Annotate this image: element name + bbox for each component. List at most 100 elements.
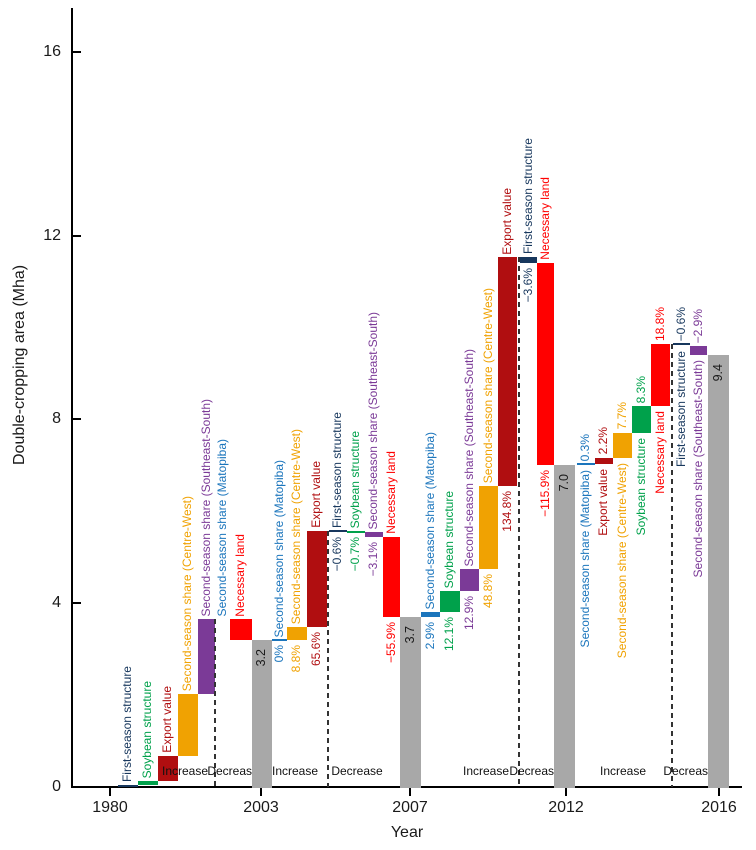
bar-centre_west: [287, 627, 307, 640]
zone-label-increase: Increase: [462, 764, 510, 778]
pct-label-soybean: 8.3%: [633, 375, 648, 404]
pct-label-southeast_south: −3.1%: [366, 542, 380, 577]
bar-export: [595, 457, 613, 465]
x-tick: [718, 787, 720, 796]
bar-necessary_land: [383, 537, 400, 617]
factor-label-matopiba: Second-season share (Matopiba): [578, 470, 592, 648]
total-bar-2003: [252, 639, 272, 788]
factor-label-first_season: First-season structure: [673, 350, 688, 467]
bar-necessary_land: [537, 263, 554, 466]
factor-label-export: Export value: [160, 686, 174, 753]
factor-label-soybean: Soybean structure: [442, 490, 456, 589]
zone-label-decrease: Decrease: [663, 764, 715, 778]
zone-divider: [518, 257, 520, 787]
factor-label-soybean: Soybean structure: [633, 437, 648, 536]
pct-label-export: 134.8%: [499, 491, 514, 532]
zone-label-decrease: Decrease: [509, 764, 561, 778]
total-value-2003: 3.2: [254, 648, 268, 667]
pct-label-centre_west: 7.7%: [614, 402, 629, 430]
x-tick-label: 2016: [701, 799, 737, 816]
pct-label-soybean: 12.1%: [442, 616, 456, 651]
bar-export: [498, 257, 517, 487]
factor-label-first_season: First-season structure: [120, 665, 134, 782]
bar-first_season: [520, 257, 537, 264]
bar-matopiba: [421, 611, 440, 617]
bar-necessary_land: [230, 619, 252, 640]
bar-matopiba: [272, 638, 287, 641]
y-tick: [73, 602, 81, 605]
pct-label-necessary_land: 18.8%: [652, 307, 667, 342]
pct-label-southeast_south: −2.9%: [690, 308, 705, 343]
factor-label-necessary_land: Necessary land: [652, 411, 667, 494]
bar-export: [158, 755, 178, 782]
bar-southeast_south: [365, 532, 383, 538]
factor-label-southeast_south: Second-season share (Southeast-South): [366, 311, 380, 530]
factor-label-soybean: Soybean structure: [140, 680, 154, 779]
bar-southeast_south: [690, 345, 707, 356]
total-value-2016: 9.4: [710, 364, 725, 382]
pct-label-matopiba: 2.9%: [422, 621, 437, 650]
zone-divider: [214, 619, 216, 787]
bar-centre_west: [613, 432, 632, 458]
y-tick-label: 0: [52, 778, 61, 795]
y-tick: [73, 50, 81, 53]
y-tick: [73, 418, 81, 421]
y-tick-label: 12: [43, 226, 61, 244]
y-tick-label: 4: [52, 594, 61, 612]
total-bar-2016: [708, 355, 729, 788]
zone-divider: [327, 530, 329, 787]
bar-export: [307, 530, 327, 628]
pct-label-matopiba: 0%: [271, 644, 286, 663]
y-axis-title: Double-cropping area (Mha): [11, 264, 28, 465]
factor-label-soybean: Soybean structure: [348, 431, 362, 529]
pct-label-soybean: −0.7%: [348, 537, 362, 572]
total-bar-2012: [554, 465, 575, 788]
factor-label-necessary_land: Necessary land: [537, 177, 552, 261]
bar-soybean: [440, 591, 460, 612]
factor-label-southeast_south: Second-season share (Southeast-South): [461, 348, 476, 567]
factor-label-first_season: First-season structure: [520, 138, 535, 255]
factor-label-necessary_land: Necessary land: [383, 451, 398, 535]
x-axis-title: Year: [390, 824, 424, 841]
bar-soybean: [632, 406, 651, 433]
x-tick: [409, 787, 411, 796]
factor-label-centre_west: Second-season share (Centre-West): [289, 428, 303, 625]
bar-soybean: [347, 530, 365, 533]
pct-label-first_season: −3.6%: [520, 268, 535, 303]
pct-label-necessary_land: −55.9%: [383, 621, 398, 664]
bar-first_season: [673, 343, 690, 346]
bar-southeast_south: [460, 569, 479, 592]
x-tick-label: 2012: [548, 799, 584, 816]
factor-label-first_season: First-season structure: [330, 411, 344, 528]
y-tick-label: 16: [43, 42, 61, 60]
pct-label-necessary_land: −115.9%: [537, 470, 552, 518]
factor-label-matopiba: Second-season share (Matopiba): [271, 459, 286, 637]
zone-label-decrease: Decrease: [207, 764, 259, 778]
total-bar-2007: [400, 616, 421, 788]
pct-label-southeast_south: 12.9%: [461, 596, 476, 631]
factor-label-matopiba: Second-season share (Matopiba): [214, 438, 229, 617]
zone-divider: [671, 344, 673, 787]
factor-label-export: Export value: [499, 187, 514, 255]
bar-first_season: [329, 529, 347, 532]
factor-label-southeast_south: Second-season share (Southeast-South): [690, 360, 705, 578]
y-axis-line: [71, 8, 73, 788]
total-value-2007: 3.7: [402, 625, 417, 644]
zone-label-decrease: Decrease: [331, 764, 383, 778]
factor-label-matopiba: Second-season share (Matopiba): [422, 431, 437, 609]
factor-label-centre_west: Second-season share (Centre-West): [180, 495, 194, 691]
total-value-2012: 7.0: [556, 474, 571, 492]
zone-label-increase: Increase: [271, 764, 319, 778]
bar-soybean: [138, 781, 158, 785]
bar-centre_west: [178, 693, 198, 756]
pct-label-export: 2.2%: [596, 427, 610, 455]
x-tick-label: 2003: [243, 799, 279, 816]
pct-label-matopiba: 0.3%: [578, 434, 592, 462]
factor-label-necessary_land: Necessary land: [233, 533, 247, 617]
pct-label-centre_west: 8.8%: [289, 644, 303, 673]
bar-southeast_south: [198, 619, 215, 694]
zone-label-increase: Increase: [599, 764, 647, 778]
factor-label-export: Export value: [596, 469, 610, 537]
factor-label-export: Export value: [309, 460, 323, 528]
y-tick: [73, 234, 81, 237]
